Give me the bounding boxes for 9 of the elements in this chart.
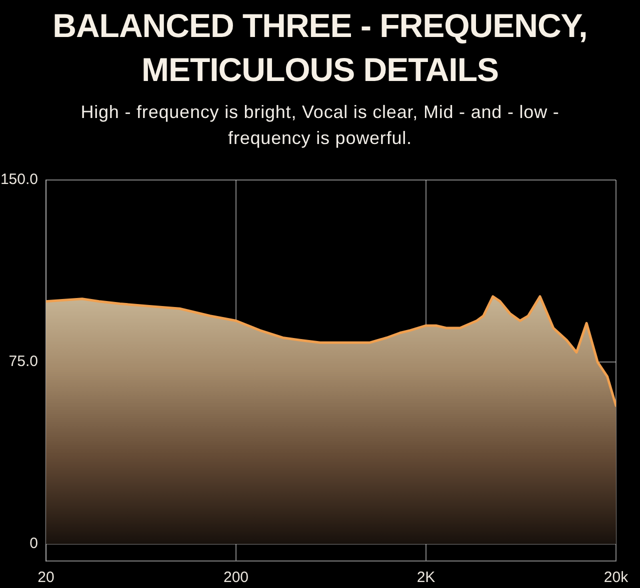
x-tick-label: 20k bbox=[604, 569, 629, 586]
y-tick-label: 75.0 bbox=[8, 353, 38, 370]
y-tick-label: 150.0 bbox=[0, 171, 38, 188]
chart-title: BALANCED THREE - FREQUENCY, METICULOUS DETAILS bbox=[52, 6, 588, 90]
x-tick-label: 20 bbox=[38, 569, 54, 586]
y-tick-label: 0 bbox=[30, 535, 38, 552]
x-tick-label: 2K bbox=[416, 569, 436, 586]
chart-subtitle: High - frequency is bright, Vocal is clear, Mid - and - low - frequency is powerful. bbox=[80, 101, 560, 150]
x-tick-label: 200 bbox=[223, 569, 249, 586]
